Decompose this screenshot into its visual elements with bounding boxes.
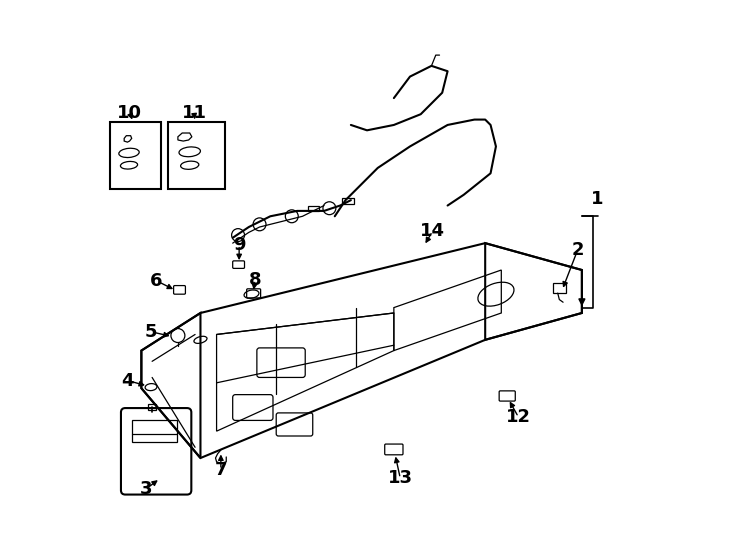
- Text: 11: 11: [181, 104, 206, 122]
- Text: 1: 1: [591, 190, 603, 208]
- Text: 10: 10: [117, 104, 142, 122]
- Text: 5: 5: [145, 323, 157, 341]
- Text: 13: 13: [388, 469, 413, 488]
- Text: 12: 12: [506, 408, 531, 426]
- Text: 2: 2: [571, 241, 584, 259]
- Bar: [168, 122, 225, 190]
- Bar: [131, 421, 178, 442]
- Text: 4: 4: [122, 372, 134, 390]
- Text: 7: 7: [214, 461, 227, 479]
- Text: 3: 3: [139, 480, 152, 498]
- Text: 14: 14: [420, 222, 445, 240]
- Text: 8: 8: [249, 271, 261, 289]
- Bar: [110, 122, 161, 190]
- Bar: [342, 198, 354, 205]
- Bar: [308, 206, 319, 211]
- Text: 6: 6: [150, 272, 163, 290]
- Text: 9: 9: [233, 236, 245, 254]
- Bar: [553, 284, 567, 293]
- Bar: [148, 404, 156, 410]
